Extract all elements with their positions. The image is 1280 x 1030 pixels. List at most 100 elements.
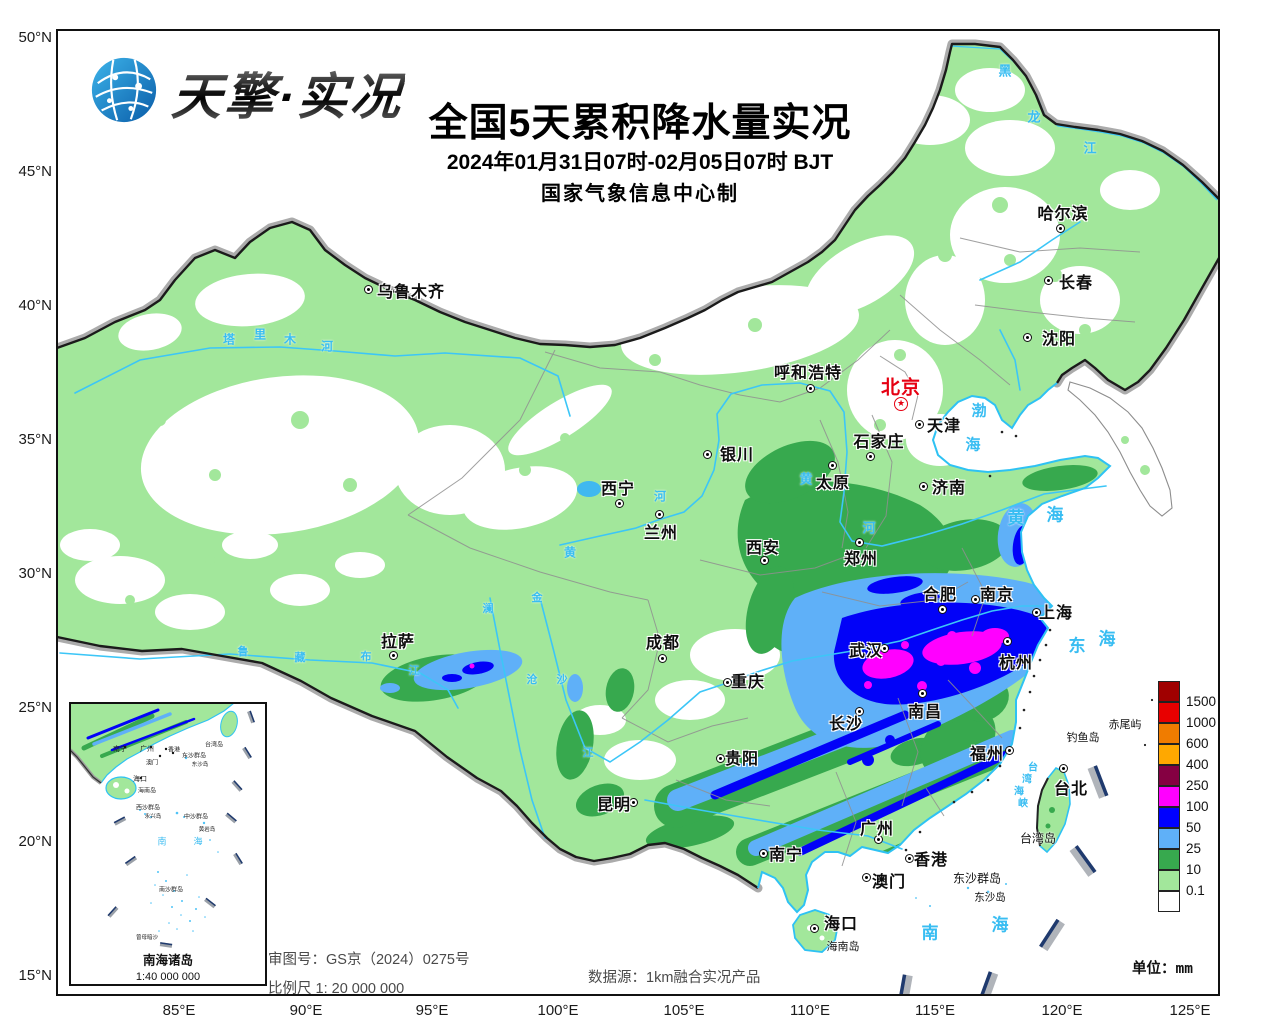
island-label: 海南岛	[826, 941, 860, 953]
legend-value: 10	[1186, 862, 1202, 877]
inset-label: 广州	[140, 746, 154, 753]
water-label: 峡	[1018, 798, 1028, 810]
city-label: 香港	[913, 852, 949, 869]
city-label: 杭州	[998, 655, 1034, 672]
city-marker	[722, 677, 732, 687]
producer-line: 国家气象信息中心制	[541, 183, 739, 205]
island-label: 东沙群岛	[952, 871, 1002, 886]
legend-value: 50	[1186, 820, 1202, 835]
city-label: 成都	[645, 635, 681, 652]
city-marker	[1002, 636, 1012, 646]
city-label: 海口	[823, 916, 859, 933]
water-label: 鲁	[237, 646, 249, 658]
legend-color-swatch	[1158, 744, 1180, 765]
city-label: 福州	[969, 746, 1005, 763]
inset-label: 台湾岛	[204, 742, 224, 749]
city-label: 长沙	[828, 716, 864, 733]
city-marker	[970, 594, 980, 604]
city-marker	[1055, 223, 1065, 233]
city-marker	[827, 460, 837, 470]
city-label: 澳门	[871, 874, 907, 891]
water-label: 黄	[563, 545, 577, 560]
city-marker	[1043, 275, 1053, 285]
city-label: 合肥	[922, 587, 958, 604]
island-label: 钓鱼岛	[1066, 732, 1100, 744]
island-label: 赤尾屿	[1108, 719, 1142, 731]
water-label: 塔	[222, 332, 236, 347]
inset-scale: 1:40 000 000	[135, 971, 201, 983]
inset-label: 东沙群岛	[181, 753, 207, 760]
logo-wordmark: 天擎·实况	[169, 57, 406, 129]
legend-color-swatch	[1158, 870, 1180, 891]
city-marker	[865, 451, 875, 461]
legend-value: 25	[1186, 841, 1202, 856]
city-label: 上海	[1038, 605, 1074, 622]
unit-label: 单位：	[1132, 961, 1176, 977]
inset-label: 海口	[133, 776, 147, 783]
city-marker	[758, 848, 768, 858]
water-label: 湾	[1022, 774, 1032, 786]
inset-map	[69, 702, 267, 986]
globe-icon	[88, 54, 160, 131]
water-label: 龙	[1027, 109, 1041, 125]
city-marker	[809, 923, 819, 933]
city-marker	[715, 753, 725, 763]
lat-tick-label: 30°N	[18, 565, 52, 582]
legend-color-swatch	[1158, 849, 1180, 870]
inset-label: 曾母暗沙	[135, 935, 159, 941]
legend-value: 250	[1186, 778, 1209, 793]
city-label: 武汉	[848, 643, 884, 660]
city-marker	[873, 834, 883, 844]
island-label: 台湾岛	[1019, 831, 1057, 846]
inset-label: 澳门	[145, 760, 159, 767]
water-label: 河	[320, 339, 334, 354]
legend-color-swatch	[1158, 807, 1180, 828]
city-marker	[1004, 745, 1014, 755]
city-label: 南昌	[907, 704, 943, 721]
city-marker	[657, 653, 667, 663]
lat-tick-label: 25°N	[18, 699, 52, 716]
water-label: 江	[408, 665, 420, 677]
inset-label: 海南岛	[137, 788, 157, 795]
legend-value: 100	[1186, 799, 1209, 814]
water-label: 渤	[971, 402, 987, 420]
lon-tick-label: 100°E	[537, 1002, 579, 1019]
water-label: 海	[1098, 629, 1116, 649]
lon-tick-label: 125°E	[1169, 1002, 1211, 1019]
city-marker	[1022, 332, 1032, 342]
water-label: 沧	[526, 674, 538, 686]
city-label: 银川	[719, 447, 755, 464]
city-label: 沈阳	[1041, 331, 1077, 348]
inset-label: 东沙岛	[191, 762, 209, 768]
city-label: 天津	[926, 418, 962, 435]
data-source-note: 数据源：1km融合实况产品	[588, 970, 761, 986]
lon-tick-label: 120°E	[1041, 1002, 1083, 1019]
city-label: 台北	[1053, 781, 1089, 798]
city-label: 昆明	[596, 797, 632, 814]
legend-color-swatch	[1158, 828, 1180, 849]
city-label: 石家庄	[853, 434, 905, 451]
water-label: 藏	[294, 652, 306, 664]
city-label: 太原	[815, 475, 851, 492]
water-label: 里	[253, 327, 267, 342]
city-label: 郑州	[843, 551, 879, 568]
city-marker	[861, 872, 871, 882]
page-title: 全国5天累积降水量实况	[428, 102, 852, 145]
city-label: 拉萨	[380, 634, 416, 651]
inset-label: 南沙群岛	[158, 887, 184, 894]
inset-label: 黄岩岛	[198, 827, 216, 833]
lat-tick-label: 50°N	[18, 29, 52, 46]
city-label: 济南	[931, 480, 967, 497]
water-label: 海	[1046, 505, 1064, 525]
city-marker	[388, 650, 398, 660]
inset-label: 海	[193, 836, 203, 847]
city-label: 乌鲁木齐	[376, 284, 446, 301]
water-label: 河	[653, 489, 667, 504]
water-label: 海	[1014, 786, 1024, 798]
water-label: 沙	[556, 674, 568, 686]
map-frame	[56, 29, 1220, 996]
legend-value: 400	[1186, 757, 1209, 772]
city-marker	[759, 555, 769, 565]
